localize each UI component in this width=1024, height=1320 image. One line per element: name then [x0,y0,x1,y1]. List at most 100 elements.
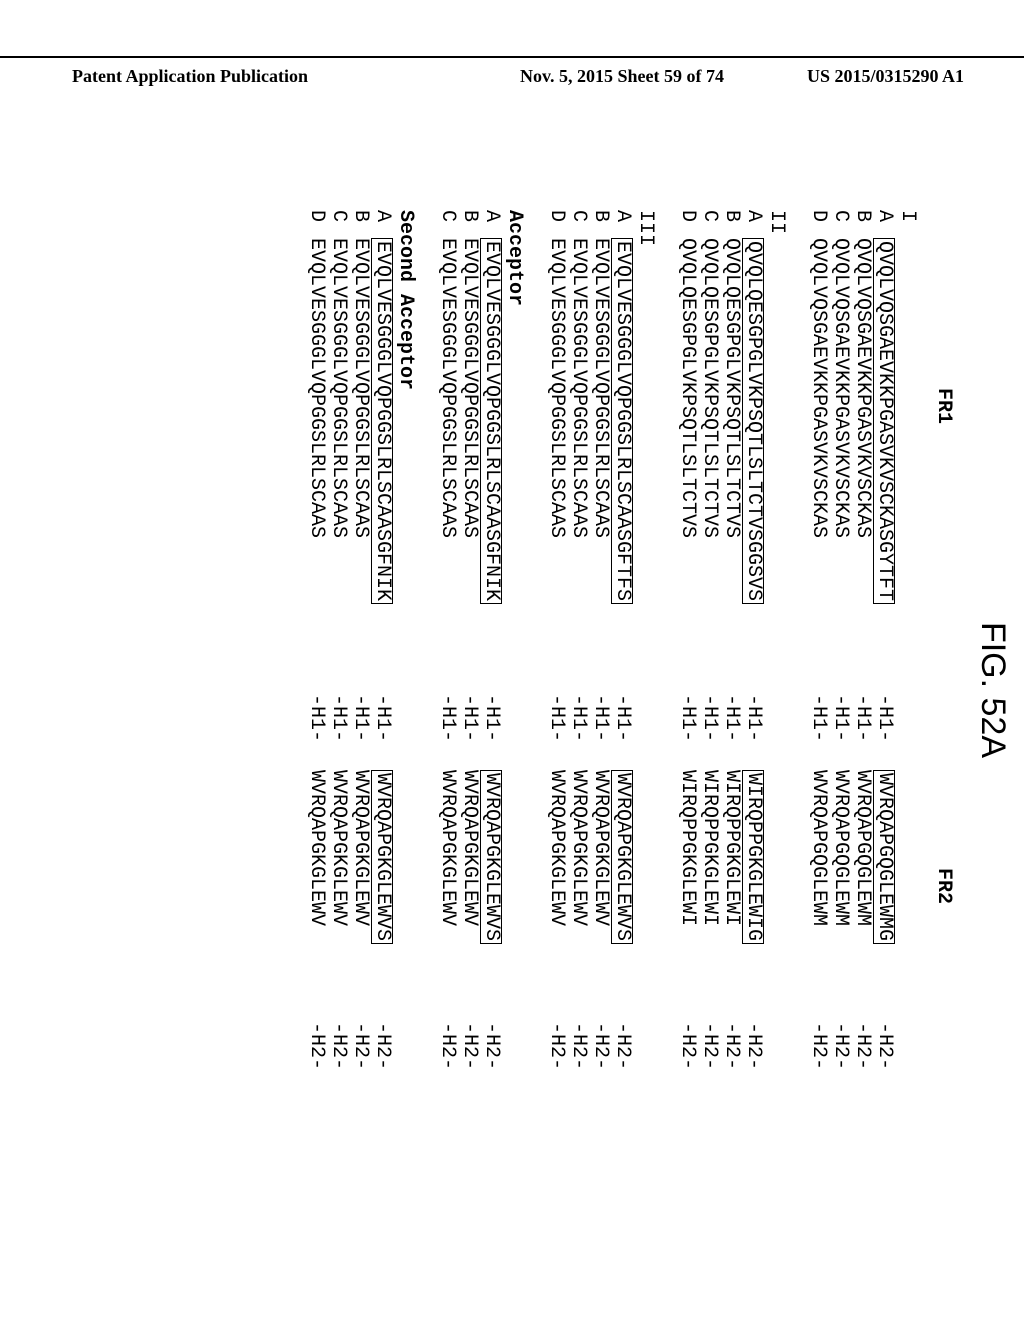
fr1-sequence: EVQLVESGGGLVQPGGSLRLSCAAS [459,238,480,538]
h2-marker: -H2- [568,1016,589,1076]
row-label: B [350,210,371,234]
h2-marker: -H2- [372,1016,393,1076]
fr2-sequence: WIRQPPGKGLEWI [721,770,742,926]
row-label: B [590,210,611,234]
column-headers: FR1 FR2 [924,238,954,1190]
sequence-group: IIA QVQLQESGPGLVKPSQTLSLTCTVSGGSVS -H1- WIR… [676,210,787,1190]
h1-marker: -H1- [546,688,567,748]
fr1-sequence: EVQLVESGGGLVQPGGSLRLSCAAS [546,238,567,538]
h1-marker: -H1- [677,688,698,748]
sequence-row: D QVQLQESGPGLVKPSQTLSLTCTVS -H1- WIRQPPGKGL… [676,210,698,1190]
figure-body: FIG. 52A FR1 FR2 IAQVQLVQSGAEVKKPGASVKVS… [0,100,1024,1124]
group-label: III [635,210,656,1190]
fr2-sequence: WVRQAPGKGLEWV [459,770,480,926]
fr1-sequence: QVQLVQSGAEVKKPGASVKVSCKAS [852,238,873,538]
sheet-label: Nov. 5, 2015 Sheet 59 of 74 [520,66,724,87]
h2-marker: -H2- [612,1016,633,1076]
sequence-row: DQVQLVQSGAEVKKPGASVKVSCKAS-H1-WVRQAPGQGL… [807,210,829,1190]
sequence-row: D EVQLVESGGGLVQPGGSLRLSCAAS -H1- WVRQAPGKGL… [545,210,567,1190]
row-label: B [459,210,480,234]
pub-label: Patent Application Publication [72,66,308,87]
fr2-sequence: WVRQAPGKGLEWVS [480,770,502,944]
h1-marker: -H1- [306,688,327,748]
h2-marker: -H2- [852,1016,873,1076]
fr1-sequence: EVQLVESGGGLVQPGGSLRLSCAAS [568,238,589,538]
fr1-sequence: EVQLVESGGGLVQPGGSLRLSCAAS [437,238,458,538]
h1-marker: -H1- [874,688,895,748]
group-label: Acceptor [504,210,525,1190]
row-label: C [437,210,458,234]
h2-marker: -H2- [830,1016,851,1076]
h1-marker: -H1- [590,688,611,748]
h1-marker: -H1- [568,688,589,748]
sequence-row: AQVQLVQSGAEVKKPGASVKVSCKASGYTFT-H1-WVRQA… [873,210,895,1190]
fr2-sequence: WVRQAPGKGLEWV [590,770,611,926]
fr2-sequence: WIRQPPGKGLEWI [677,770,698,926]
h2-marker: -H2- [808,1016,829,1076]
fr1-sequence: QVQLQESGPGLVKPSQTLSLTCTVS [677,238,698,538]
row-label: A [372,210,393,234]
h2-marker: -H2- [699,1016,720,1076]
row-label: A [481,210,502,234]
h2-marker: -H2- [437,1016,458,1076]
fr1-sequence: QVQLVQSGAEVKKPGASVKVSCKASGYTFT [873,238,895,604]
fr1-sequence: EVQLVESGGGLVQPGGSLRLSCAASGFTFS [611,238,633,604]
h1-marker: -H1- [372,688,393,748]
sequence-row: BQVQLQESGPGLVKPSQTLSLTCTVS-H1-WIRQPPGKGL… [720,210,742,1190]
row-label: C [328,210,349,234]
sequence-row: BEVQLVESGGGLVQPGGSLRLSCAAS-H1-WVRQAPGKGL… [349,210,371,1190]
h1-marker: -H1- [437,688,458,748]
row-label: A [743,210,764,234]
h1-marker: -H1- [721,688,742,748]
fr1-sequence: QVQLQESGPGLVKPSQTLSLTCTVSGGSVS [742,238,764,604]
col-fr2: FR2 [933,868,954,904]
row-label: D [306,210,327,234]
fr2-sequence: WVRQAPGKGLEWV [328,770,349,926]
group-label: II [766,210,787,1190]
row-label: D [546,210,567,234]
h1-marker: -H1- [699,688,720,748]
row-label: C [568,210,589,234]
h1-marker: -H1- [350,688,371,748]
h2-marker: -H2- [481,1016,502,1076]
h1-marker: -H1- [459,688,480,748]
sequence-row: B EVQLVESGGGLVQPGGSLRLSCAAS -H1- WVRQAPGKGL… [458,210,480,1190]
fr2-sequence: WIRQPPGKGLEWIG [742,770,764,944]
fr2-sequence: WVRQAPGQGLEWM [830,770,851,926]
row-label: C [699,210,720,234]
h1-marker: -H1- [808,688,829,748]
fr2-sequence: WVRQAPGKGLEWV [437,770,458,926]
fr1-sequence: QVQLVQSGAEVKKPGASVKVSCKAS [830,238,851,538]
row-label: C [830,210,851,234]
fr2-sequence: WVRQAPGQGLEWM [852,770,873,926]
group-label: I [897,210,918,1190]
h2-marker: -H2- [677,1016,698,1076]
h2-marker: -H2- [874,1016,895,1076]
row-label: D [677,210,698,234]
fr1-sequence: EVQLVESGGGLVQPGGSLRLSCAAS [306,238,327,538]
row-label: A [612,210,633,234]
alignment-table: FR1 FR2 I A QVQLVQSGAEVKKPGASVKVSCKASGYTFT… [285,210,954,1190]
h2-marker: -H2- [350,1016,371,1076]
fr2-sequence: WVRQAPGKGLEWVS [371,770,393,944]
h1-marker: -H1- [328,688,349,748]
pub-number: US 2015/0315290 A1 [807,66,964,87]
fr2-sequence: WVRQAPGKGLEWV [546,770,567,926]
h1-marker: -H1- [743,688,764,748]
h2-marker: -H2- [590,1016,611,1076]
sequence-group: AcceptorAEVQLVESGGGLVQPGGSLRLSCAASGFNIK-… [436,210,525,1190]
sequence-row: D EVQLVESGGGLVQPGGSLRLSCAAS -H1- WVRQAPGKGL… [305,210,327,1190]
fr2-sequence: WVRQAPGQGLEWMG [873,770,895,944]
fr2-sequence: WVRQAPGKGLEWV [568,770,589,926]
sequence-row: C EVQLVESGGGLVQPGGSLRLSCAAS -H1- WVRQAPGKGL… [567,210,589,1190]
fr2-sequence: WVRQAPGKGLEWV [350,770,371,926]
fr2-sequence: WVRQAPGKGLEWV [306,770,327,926]
fr1-sequence: EVQLVESGGGLVQPGGSLRLSCAAS [328,238,349,538]
h1-marker: -H1- [852,688,873,748]
fr1-sequence: QVQLQESGPGLVKPSQTLSLTCTVS [721,238,742,538]
sequence-group: IIIA EVQLVESGGGLVQPGGSLRLSCAASGFTFS -H1- WV… [545,210,656,1190]
sequence-row: AEVQLVESGGGLVQPGGSLRLSCAASGFTFS-H1-WVRQA… [611,210,633,1190]
fr2-sequence: WVRQAPGQGLEWM [808,770,829,926]
col-fr1: FR1 [933,388,954,424]
h2-marker: -H2- [743,1016,764,1076]
